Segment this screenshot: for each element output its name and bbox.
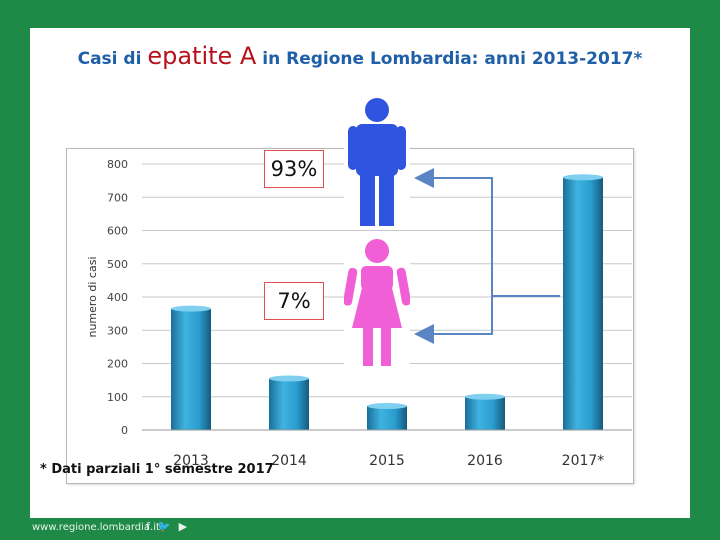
y-tick-label: 700 <box>107 191 128 204</box>
footer-bar: www.regione.lombardia.it f 🐦 ▶ <box>0 518 720 540</box>
page-title: Casi di epatite A in Regione Lombardia: … <box>30 42 690 70</box>
female-percentage: 7% <box>264 282 324 320</box>
female-figure-icon <box>344 238 410 370</box>
x-tick-label: 2015 <box>369 453 405 469</box>
bar <box>563 177 603 430</box>
title-highlight: epatite A <box>147 42 257 70</box>
y-tick-label: 800 <box>107 158 128 171</box>
x-tick-label: 2017* <box>562 453 605 469</box>
y-tick-label: 300 <box>107 324 128 337</box>
youtube-icon[interactable]: ▶ <box>178 520 188 533</box>
bar <box>171 308 211 430</box>
footer-url[interactable]: www.regione.lombardia.it <box>32 522 160 533</box>
bar-top <box>563 174 603 181</box>
arrow-to-male <box>414 168 560 297</box>
x-tick-label: 2014 <box>271 453 307 469</box>
y-tick-label: 400 <box>107 291 128 304</box>
bar <box>465 396 505 430</box>
bar <box>367 406 407 430</box>
arrow-to-female <box>414 296 493 344</box>
bar-top <box>269 375 309 382</box>
male-percentage: 93% <box>264 150 324 188</box>
bar-top <box>465 393 505 400</box>
title-prefix: Casi di <box>77 49 148 69</box>
twitter-icon[interactable]: 🐦 <box>157 520 172 533</box>
bar-top <box>367 403 407 410</box>
footnote: * Dati parziali 1° semestre 2017 <box>40 462 274 477</box>
male-figure-icon <box>344 96 410 228</box>
social-icons: f 🐦 ▶ <box>146 520 191 533</box>
y-tick-label: 0 <box>121 424 128 437</box>
x-tick-label: 2013 <box>173 453 209 469</box>
y-tick-label: 100 <box>107 391 128 404</box>
bar <box>269 378 309 430</box>
facebook-icon[interactable]: f <box>146 520 150 533</box>
y-tick-label: 200 <box>107 358 128 371</box>
title-suffix: in Regione Lombardia: anni 2013-2017* <box>256 49 643 69</box>
bar-top <box>171 305 211 312</box>
x-tick-label: 2016 <box>467 453 503 469</box>
y-axis-label: numero di casi <box>86 256 99 337</box>
y-tick-label: 600 <box>107 225 128 238</box>
y-tick-label: 500 <box>107 258 128 271</box>
